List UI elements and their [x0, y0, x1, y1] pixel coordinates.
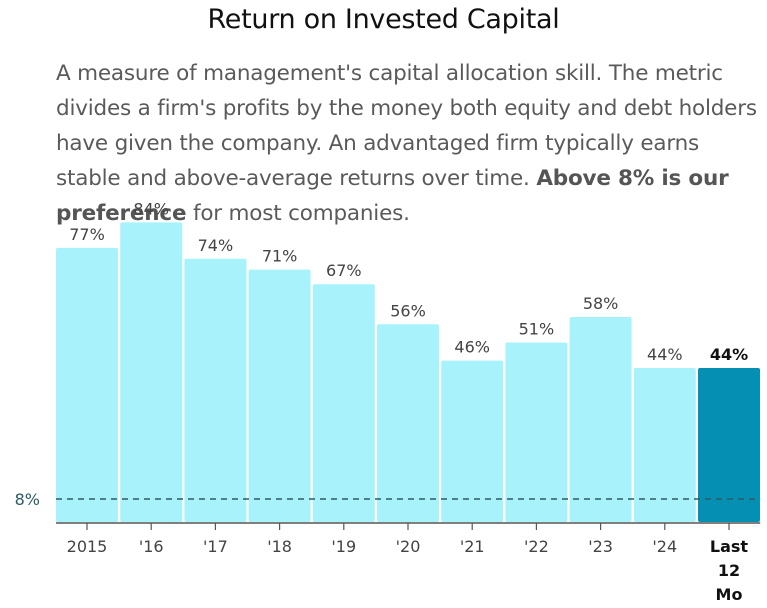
x-tick-label-5: '20 [396, 537, 421, 556]
bar-6 [441, 360, 504, 522]
description-bold: Above 8% is our preference [56, 166, 729, 226]
chart-title: Return on Invested Capital [207, 4, 560, 35]
bar-4 [312, 284, 375, 522]
bar-10 [698, 367, 760, 522]
x-tick-label-0: 2015 [67, 537, 108, 556]
x-tick-label-10-line-2: Mo [716, 585, 743, 604]
value-label-0: 77% [69, 225, 105, 244]
x-tick-label-7: '22 [524, 537, 549, 556]
x-tick-label-8: '23 [588, 537, 613, 556]
value-label-10: 44% [710, 345, 748, 364]
x-tick-label-1: '16 [139, 537, 164, 556]
x-tick-label-3: '18 [267, 537, 292, 556]
description-text: A measure of management's capital alloca… [56, 61, 757, 191]
value-label-3: 71% [262, 247, 298, 266]
bar-0 [56, 247, 118, 522]
x-tick-label-10-line-1: 12 [718, 561, 740, 580]
bar-8 [569, 317, 632, 522]
value-label-1: 84% [133, 199, 169, 218]
x-tick-label-4: '19 [331, 537, 356, 556]
bar-5 [377, 324, 439, 522]
bar-7 [505, 342, 568, 522]
value-label-4: 67% [326, 261, 362, 280]
value-label-5: 56% [390, 301, 426, 320]
value-label-2: 74% [198, 236, 234, 255]
value-label-8: 58% [583, 294, 619, 313]
chart-description: A measure of management's capital alloca… [56, 56, 764, 231]
value-label-6: 46% [454, 338, 490, 357]
bar-9 [633, 367, 696, 522]
bar-2 [184, 258, 247, 522]
x-tick-label-6: '21 [460, 537, 485, 556]
x-tick-label-9: '24 [652, 537, 677, 556]
x-tick-label-10-line-0: Last [710, 537, 749, 556]
bar-1 [120, 222, 183, 523]
value-label-9: 44% [647, 345, 683, 364]
reference-label: 8% [15, 490, 40, 509]
x-tick-label-2: '17 [203, 537, 228, 556]
bar-3 [248, 269, 311, 522]
description-tail: for most companies. [186, 201, 410, 226]
value-label-7: 51% [519, 319, 555, 338]
